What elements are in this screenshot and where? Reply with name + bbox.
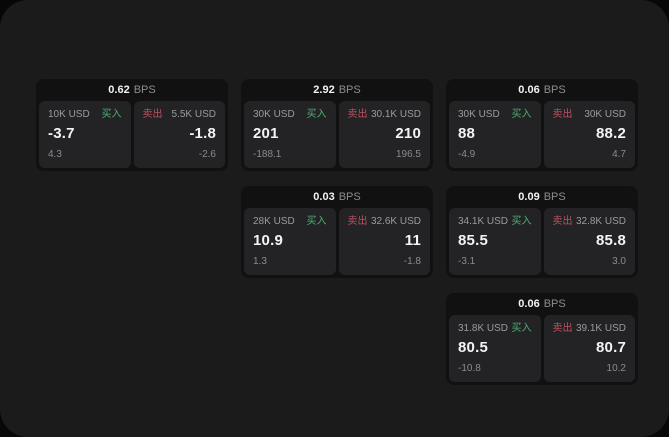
sell-label: 卖出 [552,216,573,227]
buy-delta: 1.3 [253,256,267,267]
buy-delta: -4.9 [458,149,476,160]
buy-delta: -10.8 [458,363,481,374]
bps-unit: BPS [543,84,566,96]
sell-price: 11 [404,232,421,249]
sell-label: 卖出 [347,109,368,120]
buy-price: 88 [458,125,476,142]
quote-card-grid: 0.62 BPS 10K USD 买入 -3.7 4.3 卖出 5.5K USD [36,79,638,385]
sell-price: 80.7 [596,339,626,356]
buy-panel[interactable]: 31.8K USD 买入 80.5 -10.8 [449,315,541,382]
bps-value: 0.06 [518,298,540,310]
buy-panel[interactable]: 10K USD 买入 -3.7 4.3 [39,101,131,168]
sell-label: 卖出 [142,109,163,120]
bps-header: 0.62 BPS [39,79,225,101]
buy-price: 201 [253,125,279,142]
buy-size: 34.1K USD [458,216,509,227]
buy-label: 买入 [101,109,122,120]
sell-price: 88.2 [596,125,626,142]
buy-label: 买入 [306,216,327,227]
sell-delta: -2.6 [198,149,216,160]
sell-price: 85.8 [596,232,626,249]
bps-header: 2.92 BPS [244,79,430,101]
buy-price: 80.5 [458,339,488,356]
bps-unit: BPS [133,84,156,96]
buy-label: 买入 [511,216,532,227]
sell-size: 32.6K USD [370,216,421,227]
bps-value: 2.92 [313,84,335,96]
buy-panel[interactable]: 28K USD 买入 10.9 1.3 [244,208,336,275]
sell-label: 卖出 [552,109,573,120]
sell-delta: -1.8 [403,256,421,267]
sell-panel[interactable]: 卖出 32.6K USD 11 -1.8 [338,208,430,275]
buy-label: 买入 [511,109,532,120]
bps-value: 0.03 [313,191,335,203]
bps-header: 0.09 BPS [449,186,635,208]
bps-value: 0.62 [108,84,130,96]
buy-size: 31.8K USD [458,323,509,334]
buy-panel[interactable]: 34.1K USD 买入 85.5 -3.1 [449,208,541,275]
quote-card: 0.06 BPS 31.8K USD 买入 80.5 -10.8 卖出 39.1… [446,293,638,385]
sell-label: 卖出 [347,216,368,227]
bps-header: 0.06 BPS [449,79,635,101]
buy-size: 30K USD [253,109,295,120]
buy-size: 30K USD [458,109,500,120]
sell-panel[interactable]: 卖出 39.1K USD 80.7 10.2 [543,315,635,382]
sell-size: 32.8K USD [575,216,626,227]
sell-panel[interactable]: 卖出 32.8K USD 85.8 3.0 [543,208,635,275]
buy-label: 买入 [306,109,327,120]
buy-delta: 4.3 [48,149,62,160]
bps-unit: BPS [543,191,566,203]
bps-header: 0.06 BPS [449,293,635,315]
sell-price: 210 [395,125,421,142]
sell-delta: 10.2 [606,363,626,374]
bps-unit: BPS [543,298,566,310]
sell-size: 5.5K USD [171,109,216,120]
buy-panel[interactable]: 30K USD 买入 201 -188.1 [244,101,336,168]
buy-price: 85.5 [458,232,488,249]
sell-delta: 3.0 [612,256,626,267]
sell-panel[interactable]: 卖出 30.1K USD 210 196.5 [338,101,430,168]
buy-size: 10K USD [48,109,90,120]
sell-panel[interactable]: 卖出 5.5K USD -1.8 -2.6 [133,101,225,168]
bps-value: 0.06 [518,84,540,96]
sell-price: -1.8 [189,125,216,142]
buy-price: 10.9 [253,232,283,249]
quote-card: 0.06 BPS 30K USD 买入 88 -4.9 卖出 30K USD [446,79,638,171]
quote-card: 0.03 BPS 28K USD 买入 10.9 1.3 卖出 32.6K US… [241,186,433,278]
bps-unit: BPS [338,191,361,203]
buy-size: 28K USD [253,216,295,227]
quote-card: 0.62 BPS 10K USD 买入 -3.7 4.3 卖出 5.5K USD [36,79,228,171]
sell-size: 30.1K USD [370,109,421,120]
bps-unit: BPS [338,84,361,96]
sell-delta: 4.7 [612,149,626,160]
sell-size: 39.1K USD [575,323,626,334]
buy-price: -3.7 [48,125,75,142]
sell-label: 卖出 [552,323,573,334]
quote-card: 0.09 BPS 34.1K USD 买入 85.5 -3.1 卖出 32.8K… [446,186,638,278]
quote-card: 2.92 BPS 30K USD 买入 201 -188.1 卖出 30.1K … [241,79,433,171]
buy-label: 买入 [511,323,532,334]
buy-delta: -188.1 [253,149,282,160]
sell-delta: 196.5 [395,149,421,160]
bps-header: 0.03 BPS [244,186,430,208]
bps-value: 0.09 [518,191,540,203]
sell-size: 30K USD [584,109,626,120]
buy-panel[interactable]: 30K USD 买入 88 -4.9 [449,101,541,168]
sell-panel[interactable]: 卖出 30K USD 88.2 4.7 [543,101,635,168]
buy-delta: -3.1 [458,256,476,267]
